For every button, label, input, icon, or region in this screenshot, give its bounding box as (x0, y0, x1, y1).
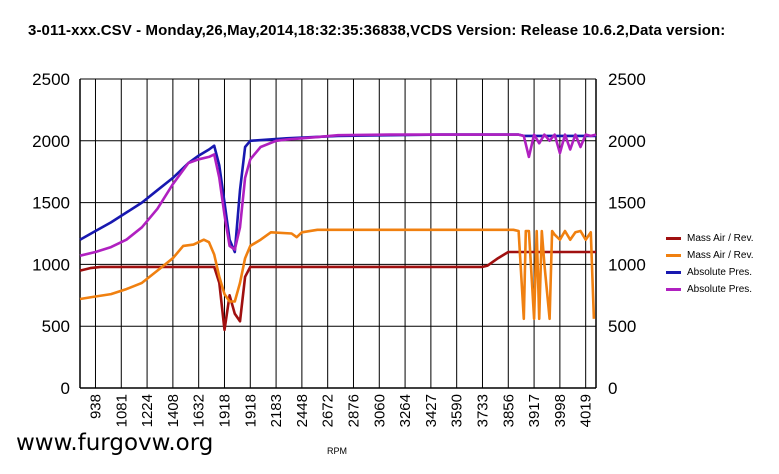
y-tick-label-right: 2500 (608, 70, 646, 89)
y-tick-label-left: 1000 (32, 255, 70, 274)
legend-swatch (666, 237, 681, 240)
x-tick-label: 3590 (449, 394, 466, 427)
y-tick-label-right: 1000 (608, 255, 646, 274)
legend-swatch (666, 271, 681, 274)
y-tick-label-left: 500 (42, 317, 70, 336)
legend-label: Absolute Pres. (687, 267, 753, 278)
y-tick-label-right: 1500 (608, 194, 646, 213)
x-tick-label: 3060 (371, 394, 388, 427)
y-tick-label-right: 2000 (608, 132, 646, 151)
x-tick-label: 2672 (320, 394, 337, 427)
tick-labels: 0 0 500 500 1000 1000 1500 1500 2000 2000 2500 2500… (32, 70, 646, 427)
legend-item: Absolute Pres. (666, 264, 754, 281)
legend-item: Mass Air / Rev. (666, 230, 754, 247)
x-tick-label: 3917 (526, 394, 543, 427)
series-line-4 (79, 133, 597, 257)
x-tick-label: 1918 (242, 394, 259, 427)
x-tick-label: 1918 (216, 394, 233, 427)
y-tick-label-left: 1500 (32, 194, 70, 213)
grid-lines (80, 78, 596, 389)
legend-item: Mass Air / Rev. (666, 247, 754, 264)
legend-label: Mass Air / Rev. (687, 250, 754, 261)
x-tick-label: 1632 (191, 394, 208, 427)
x-axis-label: RPM (327, 446, 347, 456)
watermark: www.furgovw.org (16, 430, 214, 456)
legend-swatch (666, 288, 681, 291)
legend: Mass Air / Rev. Mass Air / Rev. Absolute… (666, 230, 754, 298)
x-tick-label: 3264 (397, 394, 414, 427)
legend-swatch (666, 254, 681, 257)
x-tick-label: 938 (87, 394, 104, 419)
x-tick-label: 2448 (294, 394, 311, 427)
y-tick-label-right: 0 (608, 379, 617, 398)
x-tick-label: 3998 (552, 394, 569, 427)
x-tick-label: 3856 (500, 394, 517, 427)
y-tick-label-left: 2000 (32, 132, 70, 151)
legend-item: Absolute Pres. (666, 281, 754, 298)
x-tick-label: 1081 (113, 394, 130, 427)
axes (79, 79, 597, 389)
y-tick-label-right: 500 (608, 317, 636, 336)
series-lines (79, 133, 597, 332)
x-tick-label: 3427 (423, 394, 440, 427)
chart-title: 3-011-xxx.CSV - Monday,26,May,2014,18:32… (28, 22, 726, 39)
x-tick-label: 2183 (268, 394, 285, 427)
series-line-1 (79, 250, 596, 332)
x-tick-label: 2876 (345, 394, 362, 427)
series-line-2 (79, 228, 596, 321)
legend-label: Absolute Pres. (687, 284, 753, 295)
y-tick-label-left: 2500 (32, 70, 70, 89)
x-tick-label: 3733 (474, 394, 491, 427)
legend-label: Mass Air / Rev. (687, 233, 754, 244)
y-tick-label-left: 0 (61, 379, 70, 398)
x-tick-label: 1408 (165, 394, 182, 427)
x-tick-label: 4019 (578, 394, 595, 427)
x-tick-label: 1224 (139, 394, 156, 427)
